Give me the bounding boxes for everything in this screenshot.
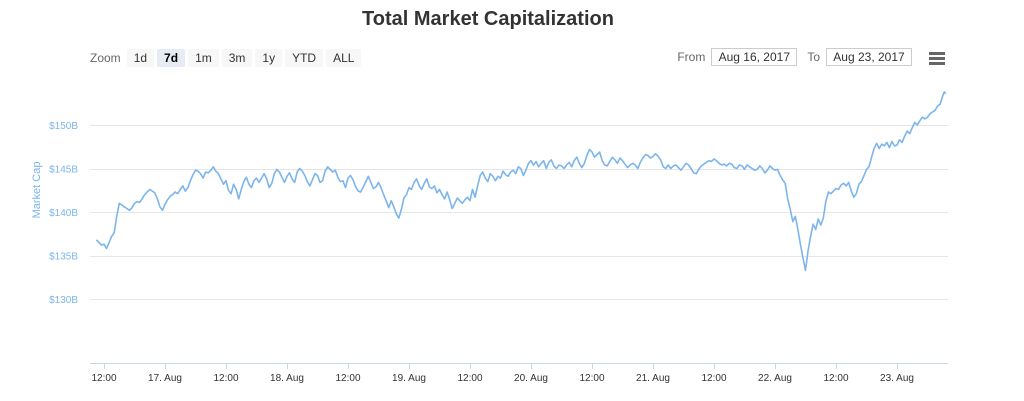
x-tick-label: 12:00 <box>579 373 604 384</box>
x-tick-label: 21. Aug <box>636 373 670 384</box>
chart-title: Total Market Capitalization <box>362 8 614 30</box>
x-tick-label: 22. Aug <box>758 373 792 384</box>
x-tick-label: 12:00 <box>701 373 726 384</box>
zoom-button-1m[interactable]: 1m <box>188 49 219 67</box>
to-label: To <box>807 50 820 64</box>
x-tick-label: 12:00 <box>457 373 482 384</box>
x-tick-label: 12:00 <box>335 373 360 384</box>
x-tick-label: 19. Aug <box>392 373 426 384</box>
x-tick-label: 12:00 <box>823 373 848 384</box>
y-axis-ticks: $130B $135B $140B $145B $150B <box>49 121 78 306</box>
market-cap-line[interactable] <box>95 91 947 272</box>
zoom-button-1y[interactable]: 1y <box>255 49 283 67</box>
zoom-button-ytd[interactable]: YTD <box>285 49 324 67</box>
y-tick-label: $145B <box>49 165 78 176</box>
y-tick-label: $135B <box>49 252 78 263</box>
zoom-button-7d[interactable]: 7d <box>157 49 186 67</box>
x-tick-label: 23. Aug <box>880 373 914 384</box>
zoom-label: Zoom <box>90 51 121 65</box>
to-date-input[interactable] <box>826 48 912 66</box>
x-tick-label: 20. Aug <box>514 373 548 384</box>
zoom-selector: Zoom 1d 7d 1m 3m 1y YTD ALL <box>90 48 364 68</box>
date-range: From To <box>677 48 912 66</box>
x-tick-label: 18. Aug <box>270 373 304 384</box>
from-date-input[interactable] <box>711 48 798 66</box>
hamburger-menu-icon[interactable] <box>929 52 945 66</box>
x-axis-ticks: 12:00 17. Aug 12:00 18. Aug 12:00 19. Aug 12:0… <box>91 364 914 384</box>
zoom-button-3m[interactable]: 3m <box>221 49 253 67</box>
y-tick-label: $130B <box>49 295 78 306</box>
zoom-button-1d[interactable]: 1d <box>126 49 155 67</box>
y-tick-label: $150B <box>49 121 78 132</box>
y-tick-label: $140B <box>49 208 78 219</box>
zoom-button-all[interactable]: ALL <box>326 49 362 67</box>
y-axis-title: Market Cap <box>31 162 43 219</box>
x-tick-label: 12:00 <box>213 373 238 384</box>
x-tick-label: 17. Aug <box>148 373 182 384</box>
x-tick-label: 12:00 <box>91 373 116 384</box>
grid-lines <box>90 125 948 300</box>
from-label: From <box>677 50 706 64</box>
